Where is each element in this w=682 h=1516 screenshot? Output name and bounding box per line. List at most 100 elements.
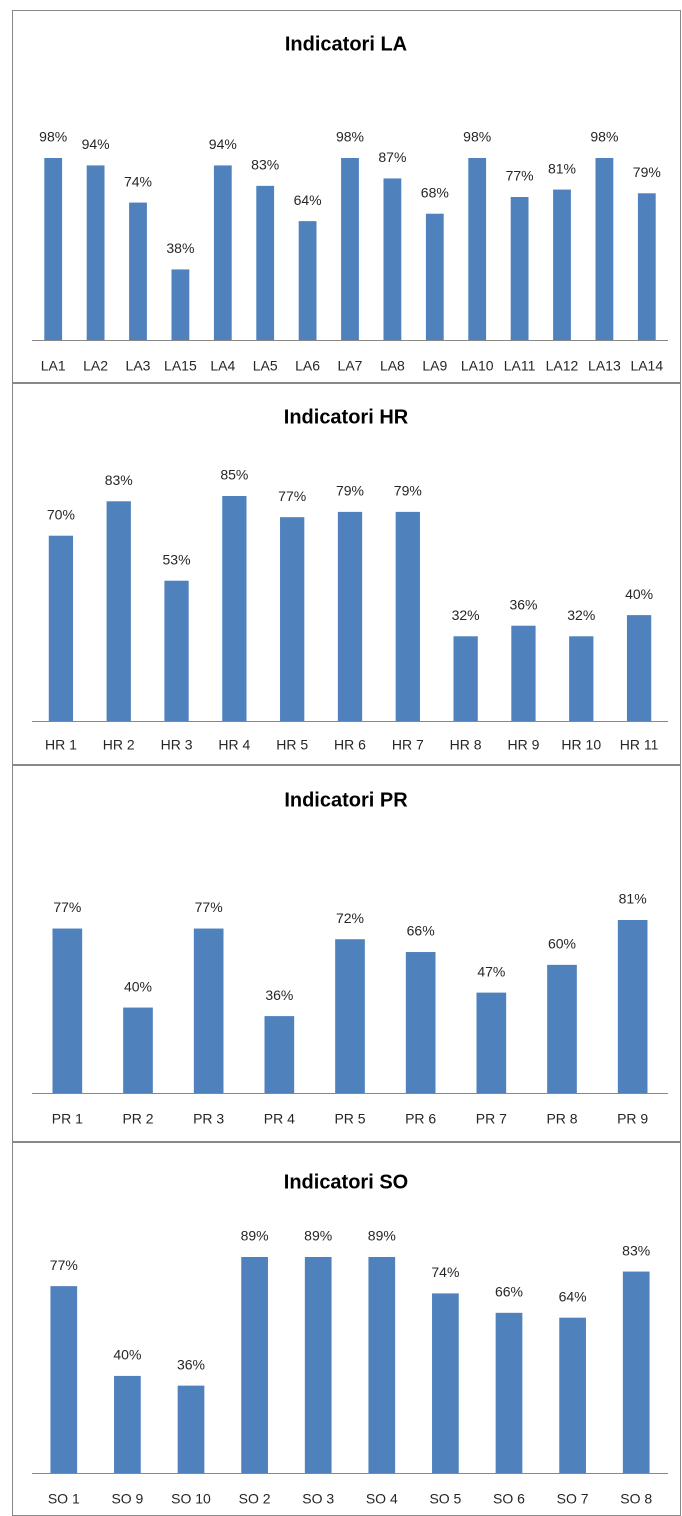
x-tick-label: HR 8 bbox=[450, 737, 482, 753]
data-label: 79% bbox=[394, 483, 422, 499]
x-tick-label: PR 7 bbox=[476, 1111, 507, 1127]
x-tick-label: PR 8 bbox=[546, 1111, 577, 1127]
x-tick-label: HR 1 bbox=[45, 737, 77, 753]
x-tick-label: LA11 bbox=[504, 358, 536, 374]
data-label: 47% bbox=[477, 963, 505, 979]
x-tick-label: HR 5 bbox=[276, 737, 308, 753]
x-tick-label: HR 9 bbox=[508, 737, 540, 753]
bar bbox=[405, 952, 436, 1093]
x-tick-label: PR 6 bbox=[405, 1111, 436, 1127]
x-tick-label: LA3 bbox=[126, 358, 151, 374]
bar bbox=[495, 1312, 523, 1473]
x-tick-label: PR 5 bbox=[334, 1111, 365, 1127]
panel bbox=[12, 765, 681, 1142]
bar bbox=[129, 202, 147, 340]
data-label: 74% bbox=[431, 1264, 459, 1280]
x-tick-label: LA12 bbox=[546, 358, 579, 374]
chart-title: Indicatori LA bbox=[285, 33, 407, 55]
bar bbox=[395, 511, 420, 721]
data-label: 64% bbox=[559, 1288, 587, 1304]
data-label: 85% bbox=[220, 467, 248, 483]
x-tick-label: LA2 bbox=[83, 358, 108, 374]
bar bbox=[383, 178, 402, 340]
bar bbox=[622, 1271, 650, 1473]
bar bbox=[453, 636, 478, 721]
data-label: 94% bbox=[82, 136, 110, 152]
bar bbox=[304, 1257, 332, 1473]
x-tick-label: LA13 bbox=[588, 358, 621, 374]
data-label: 64% bbox=[294, 192, 322, 208]
x-tick-label: SO 9 bbox=[111, 1491, 143, 1507]
data-label: 32% bbox=[452, 607, 480, 623]
data-label: 94% bbox=[209, 136, 237, 152]
x-tick-label: SO 1 bbox=[48, 1491, 80, 1507]
bar bbox=[298, 221, 317, 340]
x-tick-label: HR 7 bbox=[392, 737, 424, 753]
bar bbox=[193, 928, 224, 1093]
data-label: 68% bbox=[421, 184, 449, 200]
x-tick-label: LA9 bbox=[422, 358, 447, 374]
bar bbox=[114, 1375, 141, 1473]
bar bbox=[425, 213, 444, 340]
bar bbox=[241, 1257, 268, 1473]
data-label: 87% bbox=[378, 149, 406, 165]
bar bbox=[337, 511, 363, 721]
bar bbox=[264, 1016, 295, 1093]
x-tick-label: PR 1 bbox=[52, 1111, 83, 1127]
bar bbox=[341, 158, 359, 340]
bar bbox=[511, 625, 536, 721]
bar bbox=[177, 1385, 205, 1473]
bar bbox=[547, 964, 577, 1093]
bar bbox=[50, 1286, 78, 1473]
x-tick-label: PR 9 bbox=[617, 1111, 648, 1127]
data-label: 60% bbox=[548, 936, 576, 952]
bar bbox=[48, 535, 74, 721]
bar bbox=[222, 496, 247, 721]
x-tick-label: SO 6 bbox=[493, 1491, 525, 1507]
bar bbox=[86, 165, 105, 340]
bar bbox=[617, 920, 648, 1093]
x-tick-label: LA8 bbox=[380, 358, 405, 374]
bar bbox=[637, 193, 656, 340]
bar bbox=[510, 197, 529, 340]
data-label: 83% bbox=[105, 472, 133, 488]
data-label: 74% bbox=[124, 173, 152, 189]
x-tick-label: SO 7 bbox=[557, 1491, 589, 1507]
data-label: 98% bbox=[39, 129, 67, 145]
bar bbox=[52, 928, 83, 1093]
data-label: 66% bbox=[407, 923, 435, 939]
bar bbox=[468, 158, 487, 340]
x-tick-label: LA1 bbox=[41, 358, 66, 374]
bar bbox=[569, 636, 594, 721]
x-tick-label: HR 2 bbox=[103, 737, 135, 753]
bar bbox=[123, 1007, 153, 1093]
x-tick-label: HR 3 bbox=[161, 737, 193, 753]
bar bbox=[280, 517, 305, 721]
x-tick-label: LA5 bbox=[253, 358, 278, 374]
bar bbox=[171, 269, 190, 340]
bar bbox=[553, 189, 571, 340]
data-label: 77% bbox=[278, 488, 306, 504]
data-label: 81% bbox=[619, 891, 647, 907]
x-tick-label: HR 10 bbox=[561, 737, 601, 753]
x-tick-label: LA4 bbox=[210, 358, 235, 374]
data-label: 98% bbox=[590, 129, 618, 145]
data-label: 83% bbox=[622, 1242, 650, 1258]
data-label: 81% bbox=[548, 160, 576, 176]
x-tick-label: HR 11 bbox=[620, 737, 659, 753]
data-label: 77% bbox=[53, 899, 81, 915]
data-label: 36% bbox=[265, 987, 293, 1003]
data-label: 89% bbox=[304, 1228, 332, 1244]
data-label: 79% bbox=[633, 164, 661, 180]
bar bbox=[44, 158, 63, 340]
bar bbox=[335, 939, 365, 1093]
bar bbox=[256, 185, 275, 340]
data-label: 36% bbox=[509, 596, 537, 612]
data-label: 40% bbox=[625, 586, 653, 602]
bar bbox=[476, 992, 507, 1093]
x-tick-label: SO 10 bbox=[171, 1491, 211, 1507]
data-label: 77% bbox=[506, 168, 534, 184]
bar bbox=[626, 615, 652, 721]
x-tick-label: HR 4 bbox=[218, 737, 250, 753]
x-tick-label: SO 2 bbox=[239, 1491, 271, 1507]
